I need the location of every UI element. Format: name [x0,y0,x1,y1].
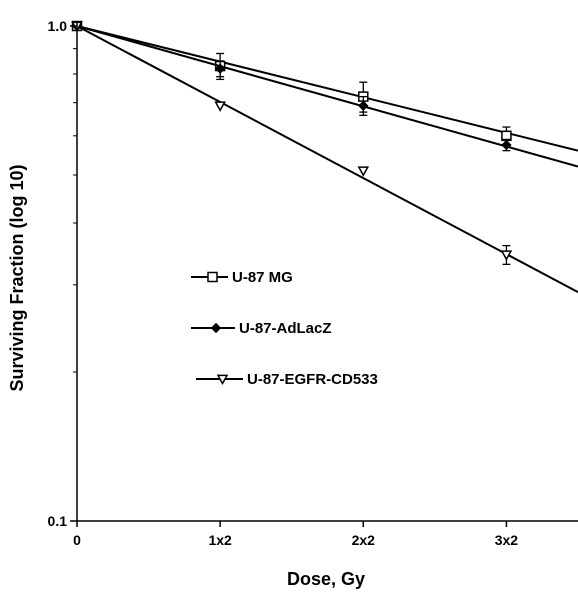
legend-item-2: U-87-EGFR-CD533 [196,371,378,388]
legend-label: U-87-AdLacZ [239,320,332,337]
series-fit-line [76,25,578,152]
x-tick-label: 2x2 [352,532,376,548]
plot-area [71,20,578,293]
marker-open-triangle-down [214,101,226,112]
marker-filled-diamond [358,100,369,111]
marker-open-triangle-down [216,374,229,386]
x-axis-title: Dose, Gy [287,569,365,589]
legend-label: U-87 MG [232,269,293,286]
marker-open-triangle-down [357,166,370,177]
marker-filled-diamond [501,139,512,151]
x-tick-label: 0 [73,532,81,548]
legend-label: U-87-EGFR-CD533 [247,371,378,388]
y-tick-label: 0.1 [48,513,68,529]
marker-filled-diamond [214,63,226,74]
series-0 [71,20,578,152]
legend-item-1: U-87-AdLacZ [191,320,332,337]
legend-item-0: U-87 MG [191,269,293,286]
marker-open-square [207,271,218,283]
x-tick-label: 3x2 [495,532,519,548]
x-tick-label: 1x2 [208,532,232,548]
y-tick-label: 1.0 [48,18,68,34]
marker-open-triangle-down [500,250,513,261]
y-axis-title: Surviving Fraction (log 10) [7,164,27,391]
marker-filled-diamond [210,322,222,334]
series-2 [71,21,578,293]
series-fit-line [76,25,578,293]
series-fit-line [76,25,578,168]
axes: 0 1x2 2x2 3x2 1.0 0.1 [48,18,578,548]
legend: U-87 MG U-87-AdLacZ U-87-EGFR-CD533 [191,269,378,388]
